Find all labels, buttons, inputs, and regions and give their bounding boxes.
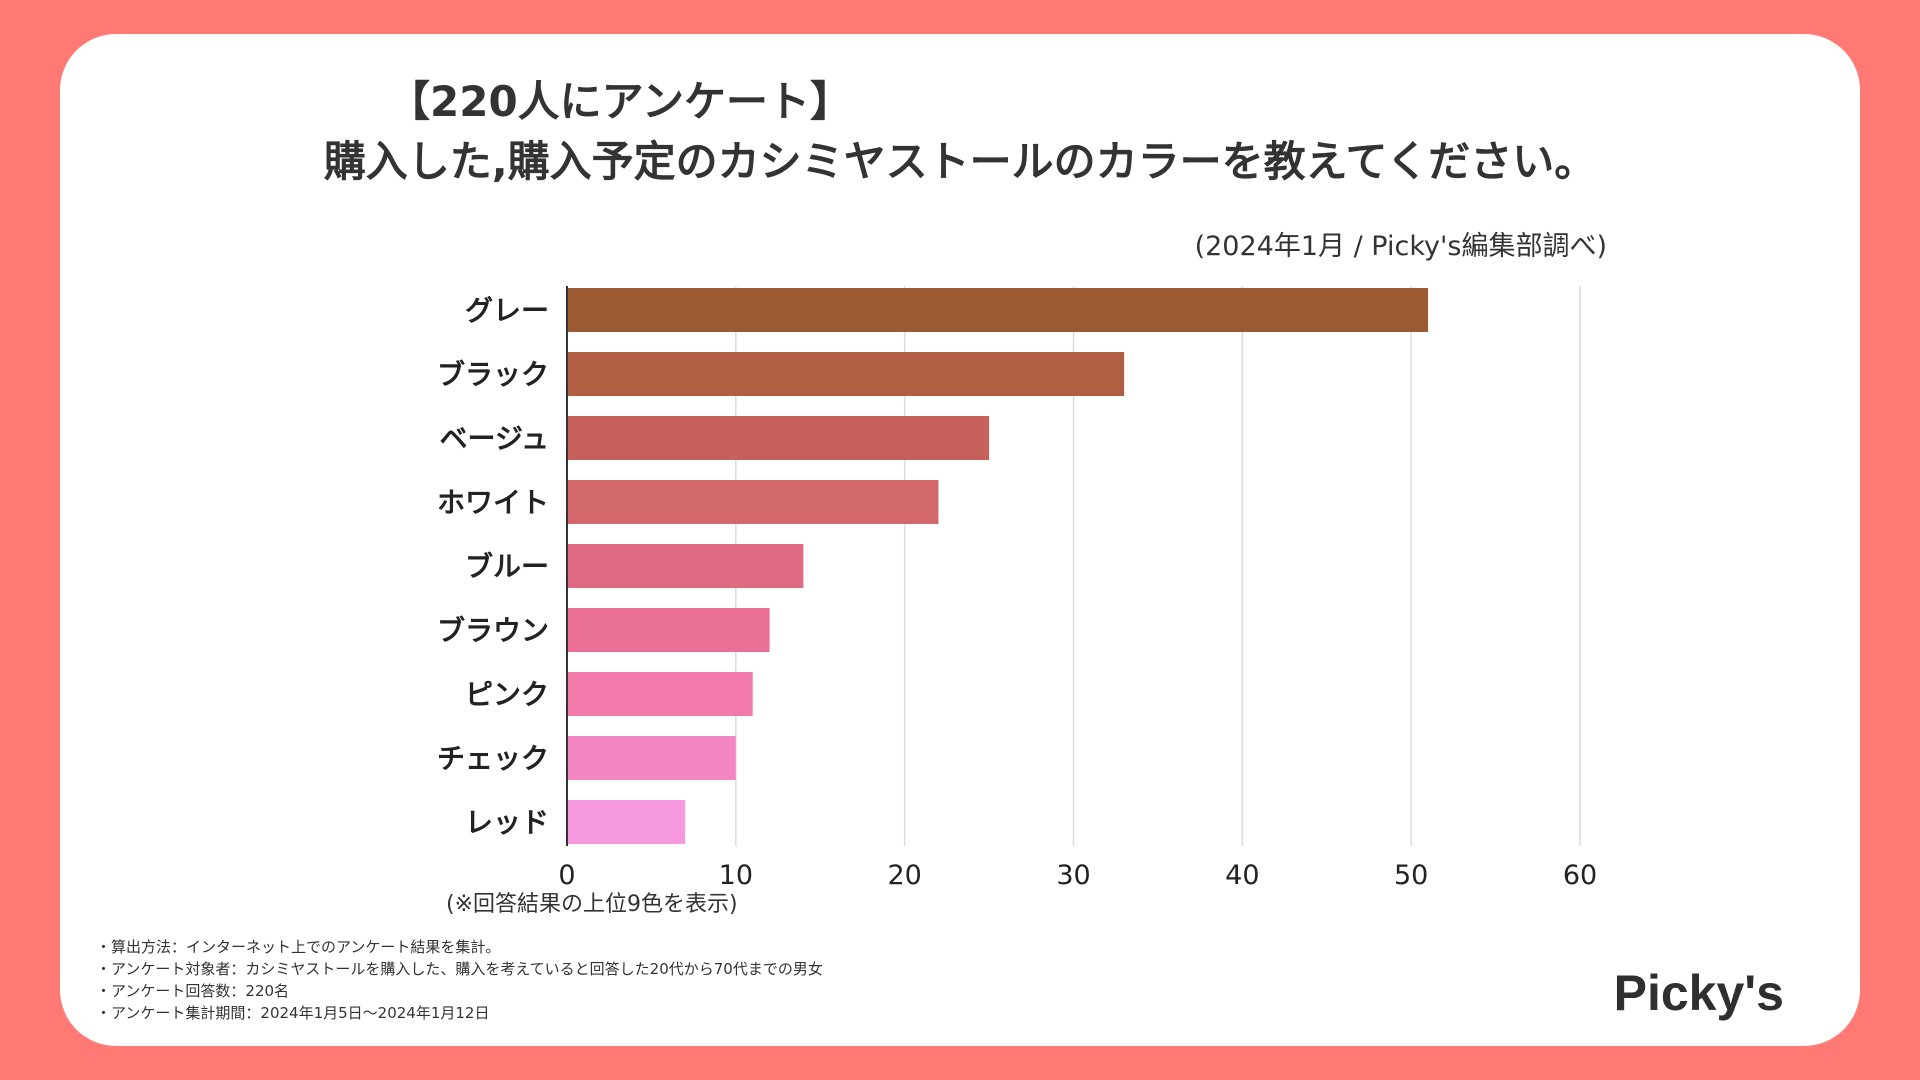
category-label: ホワイト bbox=[437, 486, 549, 519]
x-tick-label: 30 bbox=[1056, 860, 1090, 891]
x-tick-label: 0 bbox=[558, 860, 575, 891]
category-label: ピンク bbox=[465, 678, 549, 711]
x-tick-label: 50 bbox=[1394, 860, 1428, 891]
bar-6 bbox=[567, 608, 770, 652]
chart-card bbox=[60, 34, 1860, 1046]
x-tick-label: 10 bbox=[719, 860, 753, 891]
pickys-logo: Picky's bbox=[1613, 965, 1784, 1021]
x-tick-label: 40 bbox=[1225, 860, 1259, 891]
category-label: ブラック bbox=[437, 358, 549, 391]
bar-8 bbox=[567, 736, 736, 780]
category-label: ベージュ bbox=[440, 422, 549, 455]
method-line: ・算出方法：インターネット上でのアンケート結果を集計。 bbox=[96, 938, 501, 956]
category-label: ブルー bbox=[465, 550, 549, 583]
chart-footnote: (※回答結果の上位9色を表示) bbox=[446, 892, 738, 917]
survey-method: ・算出方法：インターネット上でのアンケート結果を集計。 ・アンケート対象者：カシ… bbox=[96, 936, 823, 1024]
bar-3 bbox=[567, 416, 990, 460]
bar-7 bbox=[567, 672, 753, 716]
bar-5 bbox=[567, 544, 804, 588]
x-tick-label: 60 bbox=[1563, 860, 1597, 891]
survey-source: (2024年1月 / Picky's編集部調べ) bbox=[1194, 231, 1607, 262]
category-label: グレー bbox=[465, 294, 549, 327]
method-line: ・アンケート回答数：220名 bbox=[96, 982, 290, 1000]
bar-4 bbox=[567, 480, 939, 524]
title-line-1: 【220人にアンケート】 bbox=[388, 77, 852, 126]
category-label: レッド bbox=[465, 806, 549, 839]
method-line: ・アンケート対象者：カシミヤストールを購入した、購入を考えていると回答した20代… bbox=[96, 960, 823, 978]
bar-1 bbox=[567, 288, 1429, 332]
method-line: ・アンケート集計期間：2024年1月5日〜2024年1月12日 bbox=[96, 1004, 490, 1022]
category-label: ブラウン bbox=[437, 614, 549, 647]
chart-title: 【220人にアンケート】 購入した,購入予定のカシミヤストールのカラーを教えてく… bbox=[0, 72, 1920, 192]
category-label: チェック bbox=[437, 742, 549, 775]
bar-2 bbox=[567, 352, 1125, 396]
bar-9 bbox=[567, 800, 686, 844]
x-tick-label: 20 bbox=[887, 860, 921, 891]
title-line-2: 購入した,購入予定のカシミヤストールのカラーを教えてください。 bbox=[323, 137, 1597, 186]
